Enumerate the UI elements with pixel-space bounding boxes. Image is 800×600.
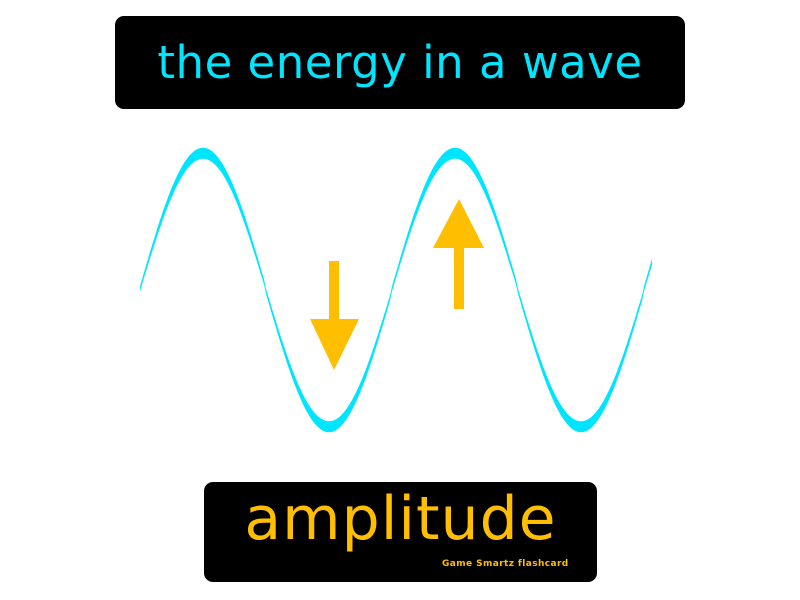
term-text: amplitude [244,484,557,554]
sine-wave-icon [140,147,652,433]
term-box: amplitude Game Smartz flashcard [204,482,597,582]
brand-label: Game Smartz flashcard [442,559,569,569]
definition-box: the energy in a wave [115,16,685,109]
arrow-up-icon [433,199,484,309]
arrow-down-icon [310,261,359,370]
definition-text: the energy in a wave [157,36,643,89]
